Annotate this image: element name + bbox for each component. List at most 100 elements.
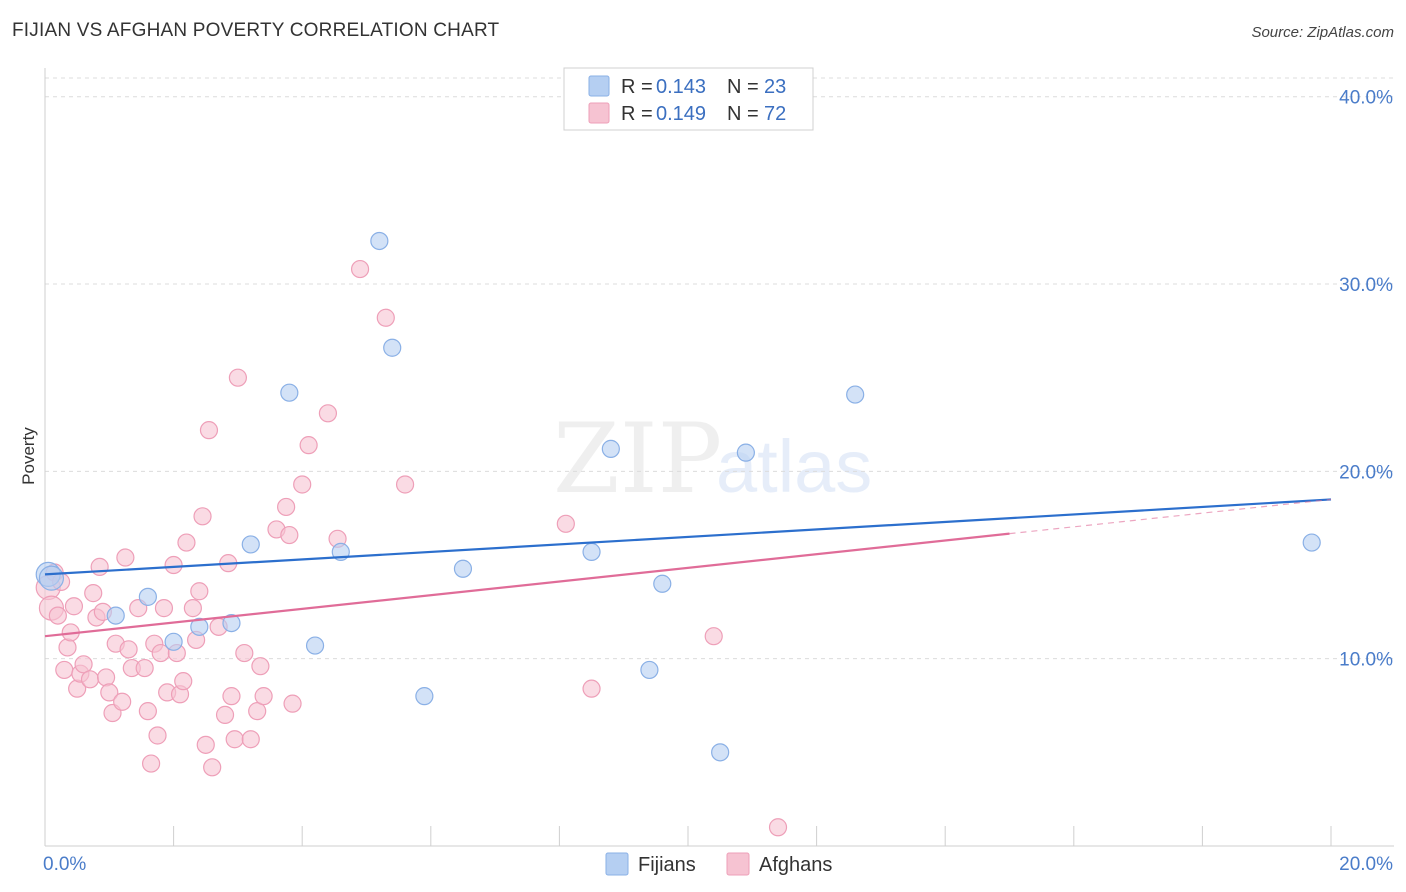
watermark-atlas: atlas bbox=[716, 425, 872, 508]
afghans-point bbox=[582, 679, 601, 698]
legend-r-label-afghans: R = bbox=[621, 103, 653, 125]
y-tick-label: 20.0% bbox=[1339, 462, 1393, 483]
bottom-legend-swatch-fijians bbox=[605, 852, 629, 876]
afghans-point bbox=[74, 655, 93, 674]
afghans-point bbox=[299, 436, 318, 455]
watermark-zip: ZIP bbox=[553, 403, 722, 515]
afghans-point bbox=[254, 687, 273, 706]
afghans-point bbox=[190, 582, 209, 601]
x-tick-label-max: 20.0% bbox=[1339, 854, 1393, 875]
afghans-point bbox=[48, 606, 67, 625]
afghans-point bbox=[199, 421, 219, 440]
afghans-point bbox=[148, 726, 167, 745]
y-axis-label: Poverty bbox=[19, 427, 38, 485]
fijians-point bbox=[106, 606, 125, 625]
legend-r-value-afghans: 0.149 bbox=[656, 103, 706, 125]
fijians-point bbox=[736, 443, 755, 462]
afghans-point bbox=[241, 730, 260, 749]
fijians-point bbox=[453, 559, 473, 578]
fijians-point bbox=[415, 687, 434, 706]
afghans-point bbox=[283, 694, 302, 713]
afghans-point bbox=[376, 308, 395, 327]
afghans-point bbox=[141, 754, 161, 773]
afghans-point bbox=[113, 692, 132, 711]
afghans-point bbox=[177, 533, 196, 552]
source-label: Source: ZipAtlas.com bbox=[1251, 24, 1394, 41]
afghans-point bbox=[164, 555, 183, 575]
afghans-point bbox=[90, 557, 109, 576]
fijians-point bbox=[222, 613, 241, 633]
y-tick-label: 10.0% bbox=[1339, 650, 1393, 671]
afghans-point bbox=[280, 525, 299, 545]
legend-swatch-fijians bbox=[588, 75, 610, 97]
afghans-point bbox=[135, 658, 154, 678]
axes bbox=[44, 68, 1394, 847]
afghans-trend-line bbox=[44, 532, 1010, 638]
afghans-point bbox=[96, 668, 116, 687]
afghans-point bbox=[119, 640, 138, 659]
afghans-trend-extension bbox=[1009, 498, 1332, 535]
fijians-point bbox=[653, 574, 672, 593]
afghans-point bbox=[55, 660, 74, 680]
fijians-point bbox=[138, 587, 157, 606]
afghans-point bbox=[293, 475, 312, 494]
correlation-legend: R = 0.143 N = 23 R = 0.149 N = 72 bbox=[563, 67, 814, 131]
tick-labels: 10.0% 20.0% 30.0% 40.0% 0.0% 20.0% bbox=[43, 88, 1393, 875]
fijians-point bbox=[582, 542, 601, 562]
afghans-point bbox=[100, 683, 119, 702]
legend-n-label-fijians: N = bbox=[727, 76, 759, 98]
afghans-point bbox=[193, 507, 212, 526]
fijians-point bbox=[640, 660, 659, 680]
afghans-point bbox=[251, 657, 270, 676]
afghans-point bbox=[704, 627, 723, 646]
y-tick-label: 40.0% bbox=[1339, 88, 1393, 109]
x-tick-label-min: 0.0% bbox=[43, 854, 86, 875]
bottom-legend-label-afghans: Afghans bbox=[759, 854, 832, 876]
afghans-point bbox=[64, 597, 84, 616]
afghans-point bbox=[84, 584, 103, 603]
watermark: ZIP atlas bbox=[553, 403, 872, 515]
fijians-points bbox=[35, 231, 1321, 762]
afghans-point bbox=[174, 672, 193, 691]
fijians-point bbox=[711, 743, 730, 762]
afghans-point bbox=[80, 670, 100, 689]
bottom-legend-swatch-afghans bbox=[726, 852, 750, 876]
afghans-point bbox=[235, 643, 254, 663]
fijians-point bbox=[280, 383, 299, 402]
afghans-point bbox=[203, 758, 222, 777]
legend-n-value-fijians: 23 bbox=[764, 76, 786, 98]
afghans-point bbox=[138, 702, 157, 721]
y-tick-label: 30.0% bbox=[1339, 275, 1393, 296]
trend-lines bbox=[44, 498, 1332, 638]
fijians-point bbox=[164, 632, 183, 651]
afghans-point bbox=[116, 548, 135, 567]
afghans-point bbox=[58, 638, 77, 657]
afghans-point bbox=[248, 702, 267, 721]
afghans-points bbox=[35, 259, 788, 837]
legend-n-label-afghans: N = bbox=[727, 103, 759, 125]
fijians-point bbox=[1302, 533, 1321, 552]
fijians-point bbox=[383, 338, 402, 357]
afghans-point bbox=[277, 497, 296, 517]
fijians-point bbox=[305, 636, 325, 655]
afghans-point bbox=[768, 818, 788, 837]
afghans-point bbox=[225, 730, 244, 749]
chart-title: FIJIAN VS AFGHAN POVERTY CORRELATION CHA… bbox=[12, 20, 500, 41]
fijians-point bbox=[38, 565, 65, 591]
gridlines bbox=[45, 77, 1394, 660]
afghans-point bbox=[318, 404, 338, 423]
bottom-legend-label-fijians: Fijians bbox=[638, 854, 696, 876]
fijians-point bbox=[601, 439, 620, 458]
legend-r-label-fijians: R = bbox=[621, 76, 653, 98]
fijians-point bbox=[846, 385, 865, 404]
afghans-point bbox=[183, 599, 202, 618]
fijians-trend-line bbox=[44, 498, 1332, 576]
afghans-point bbox=[196, 735, 215, 754]
afghans-point bbox=[215, 705, 235, 724]
series-legend: Fijians Afghans bbox=[605, 852, 832, 876]
legend-swatch-afghans bbox=[588, 102, 610, 124]
fijians-point bbox=[190, 617, 209, 636]
afghans-point bbox=[154, 599, 174, 618]
legend-n-value-afghans: 72 bbox=[764, 103, 786, 125]
